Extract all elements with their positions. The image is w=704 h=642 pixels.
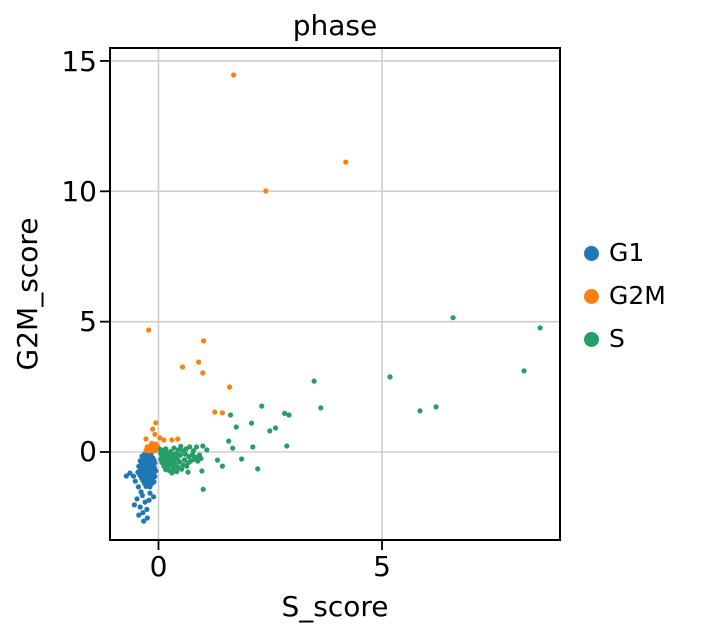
x-axis-label: S_score bbox=[281, 590, 389, 623]
y-tick-label-10: 10 bbox=[61, 174, 97, 208]
g1-marker-icon bbox=[584, 245, 599, 261]
y-tick-label-15: 15 bbox=[61, 44, 97, 78]
y-tick-label-5: 5 bbox=[79, 305, 97, 338]
x-tick-label-0: 0 bbox=[149, 550, 168, 583]
legend-label-g2m: G2M bbox=[609, 281, 666, 310]
legend: G1 G2M S bbox=[584, 240, 666, 369]
g2m-marker-icon bbox=[584, 288, 599, 304]
x-tick-label-5: 5 bbox=[373, 550, 391, 583]
legend-entry-g2m: G2M bbox=[584, 283, 666, 309]
legend-entry-s: S bbox=[584, 326, 666, 352]
s-marker-icon bbox=[584, 331, 599, 347]
y-axis-label: G2M_score bbox=[11, 217, 44, 371]
legend-label-g1: G1 bbox=[609, 238, 645, 267]
legend-label-s: S bbox=[609, 324, 625, 353]
legend-entry-g1: G1 bbox=[584, 240, 666, 266]
chart-title: phase bbox=[292, 9, 378, 42]
y-tick-label-0: 0 bbox=[79, 435, 97, 468]
